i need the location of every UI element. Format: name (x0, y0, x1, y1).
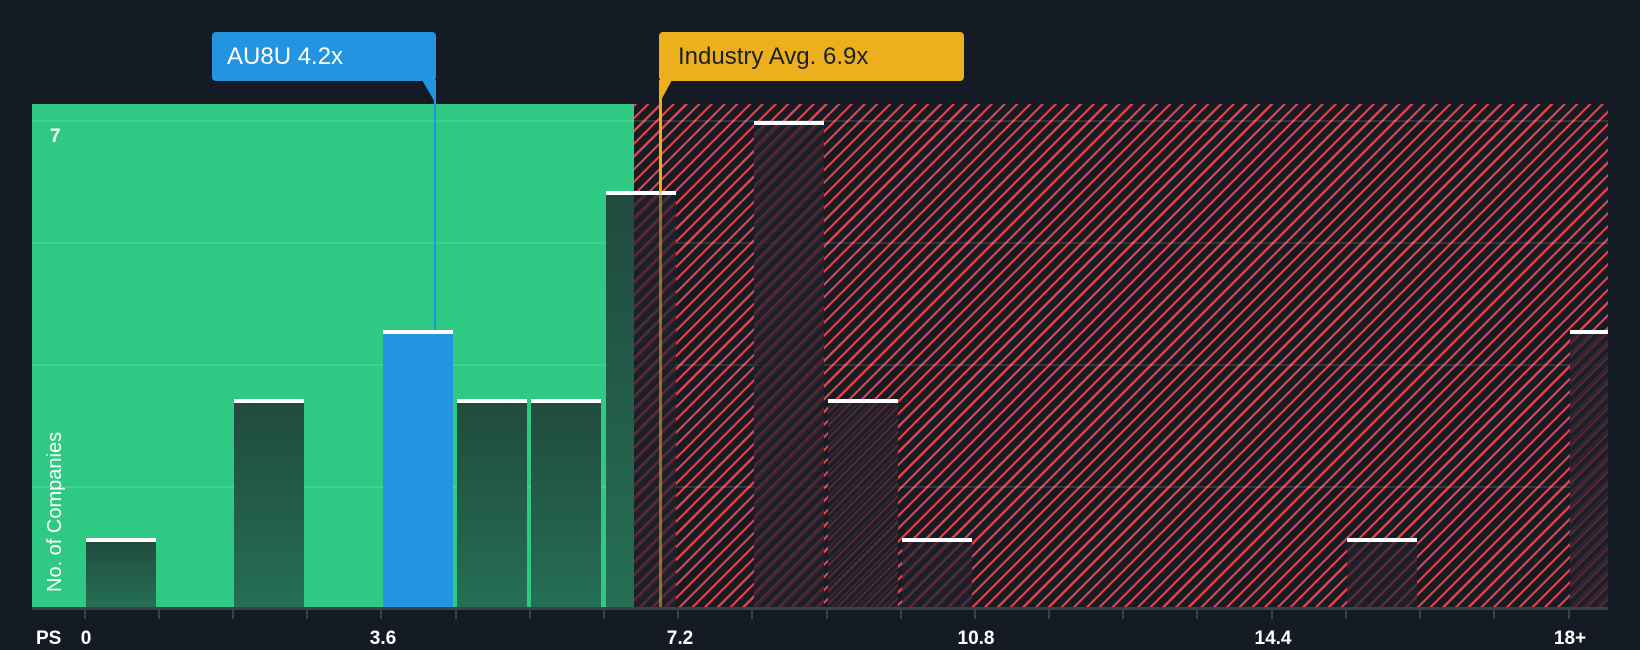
x-tick (677, 609, 679, 619)
company-callout[interactable]: AU8U 4.2x (212, 32, 436, 81)
industry-callout-tail (659, 80, 672, 104)
y-axis-label: No. of Companies (44, 431, 66, 592)
bar-cap (754, 121, 824, 125)
x-tick (1271, 609, 1273, 619)
histogram-bar[interactable] (86, 538, 156, 608)
x-tick (1493, 609, 1495, 619)
x-tick (380, 609, 382, 619)
x-tick (84, 609, 86, 619)
bar-cap (457, 399, 527, 403)
x-tick-label: 3.6 (369, 628, 397, 649)
x-tick (455, 609, 457, 619)
histogram-bar[interactable] (634, 191, 676, 608)
bar-cap (606, 191, 634, 195)
histogram-bar[interactable] (234, 399, 304, 608)
x-tick-label: 18+ (1553, 628, 1587, 649)
x-tick (306, 609, 308, 619)
x-tick-label: 0 (80, 628, 92, 649)
x-axis-name: PS (36, 628, 62, 649)
histogram-bar[interactable] (902, 538, 972, 608)
company-marker-line (434, 80, 436, 330)
x-tick (1345, 609, 1347, 619)
x-tick (603, 609, 605, 619)
histogram-bar[interactable] (531, 399, 601, 608)
x-tick (158, 609, 160, 619)
x-tick (826, 609, 828, 619)
histogram-bar[interactable] (606, 191, 634, 608)
histogram-bar[interactable] (1347, 538, 1417, 608)
histogram-bar[interactable] (754, 121, 824, 608)
industry-callout[interactable]: Industry Avg. 6.9x (659, 32, 964, 81)
x-tick-label: 7.2 (666, 628, 694, 649)
bar-cap (383, 330, 453, 334)
bar-cap (234, 399, 304, 403)
y-tick-label: 7 (50, 126, 61, 147)
bar-cap (634, 191, 676, 195)
x-tick (751, 609, 753, 619)
industry-marker-line-top (659, 80, 662, 192)
company-callout-tail (422, 80, 436, 104)
bar-cap (1570, 330, 1608, 334)
x-tick (232, 609, 234, 619)
x-tick (900, 609, 902, 619)
x-tick-label: 14.4 (1254, 628, 1292, 649)
x-tick (1196, 609, 1198, 619)
chart-plot-area: 7 (32, 104, 1608, 608)
x-tick (529, 609, 531, 619)
bar-cap (531, 399, 601, 403)
bar-cap (902, 538, 972, 542)
histogram-bar[interactable] (457, 399, 527, 608)
x-tick (1122, 609, 1124, 619)
x-tick (974, 609, 976, 619)
industry-callout-text: Industry Avg. 6.9x (678, 43, 869, 70)
histogram-bar[interactable] (828, 399, 898, 608)
x-axis-line (32, 607, 1608, 610)
bar-cap (828, 399, 898, 403)
bar-cap (86, 538, 156, 542)
industry-marker-line (659, 80, 662, 608)
x-tick (1048, 609, 1050, 619)
x-tick (1419, 609, 1421, 619)
company-callout-text: AU8U 4.2x (227, 43, 344, 70)
x-tick (1568, 609, 1570, 619)
company-bar[interactable] (383, 330, 453, 608)
x-tick-label: 10.8 (957, 628, 995, 649)
bar-cap (1347, 538, 1417, 542)
histogram-bar[interactable] (1570, 330, 1608, 608)
